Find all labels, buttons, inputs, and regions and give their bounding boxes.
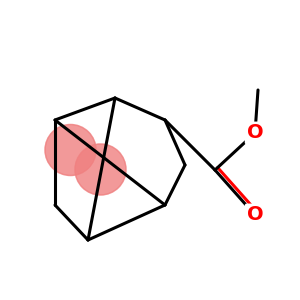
Text: O: O <box>247 124 263 142</box>
Text: O: O <box>247 206 263 224</box>
Circle shape <box>75 144 126 195</box>
Circle shape <box>45 124 96 176</box>
Circle shape <box>45 124 96 176</box>
Circle shape <box>75 144 126 195</box>
